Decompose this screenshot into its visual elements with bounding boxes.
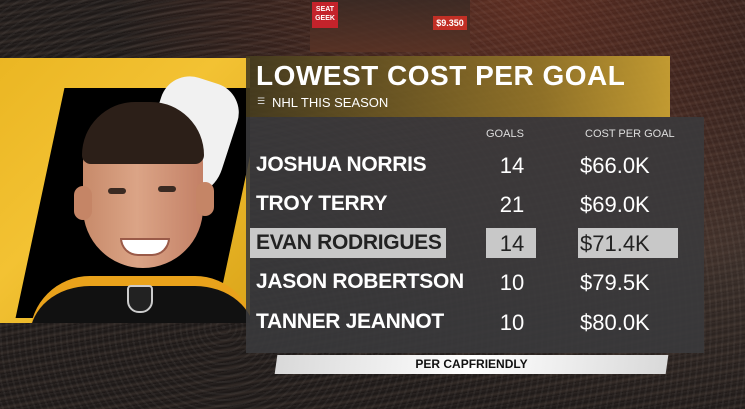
cost-column-header: COST PER GOAL [585,128,675,140]
player-name: EVAN RODRIGUES [256,231,442,254]
table-row: JASON ROBERTSON 10 $79.5K [246,266,704,302]
graphic-subtitle: NHL THIS SEASON [272,95,389,110]
title-bar [246,56,670,117]
cost-value: $79.5K [580,270,650,295]
graphic-title: LOWEST COST PER GOAL [256,60,626,91]
table-row: TROY TERRY 21 $69.0K [246,188,704,224]
player-name: JASON ROBERTSON [256,270,464,293]
player-name: JOSHUA NORRIS [256,153,427,176]
goals-value: 10 [499,310,525,335]
player-photo [0,58,250,323]
player-name: TANNER JEANNOT [256,310,444,333]
cost-value: $71.4K [580,231,650,256]
source-credit: PER CAPFRIENDLY [415,357,528,371]
list-icon: ☰ [257,97,266,107]
table-row-highlighted: EVAN RODRIGUES 14 $71.4K [246,227,704,263]
sponsor-sign: SEAT GEEK [312,2,338,28]
table-row: TANNER JEANNOT 10 $80.0K [246,306,704,342]
cost-value: $66.0K [580,153,650,178]
cost-value: $80.0K [580,310,650,335]
goals-value: 14 [499,231,525,256]
player-ear-left [74,186,92,220]
goals-value: 14 [499,153,525,178]
player-eye-left [108,188,126,194]
goals-column-header: GOALS [486,128,524,140]
cost-value: $69.0K [580,192,650,217]
nhl-logo-icon [127,285,153,313]
goals-value: 21 [499,192,525,217]
table-row: JOSHUA NORRIS 14 $66.0K [246,149,704,185]
player-eye-right [158,186,176,192]
highlight-box [486,228,536,258]
highlight-box [250,228,446,258]
goals-value: 10 [499,270,525,295]
player-name: TROY TERRY [256,192,388,215]
highlight-box [578,228,678,258]
player-ear-right [196,182,214,216]
price-sign: $9.350 [433,16,467,30]
